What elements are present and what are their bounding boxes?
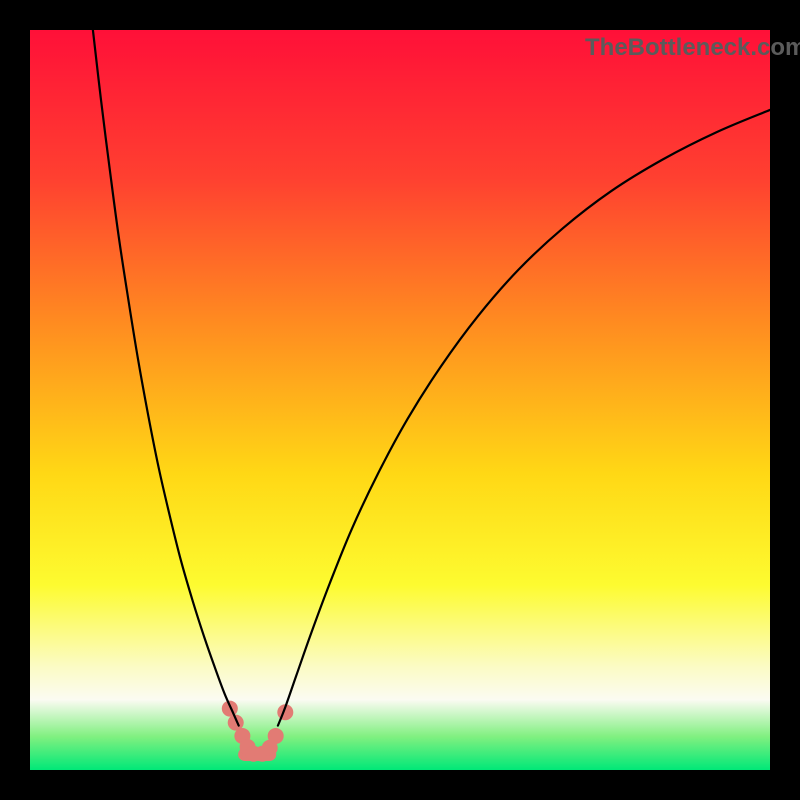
watermark-text: TheBottleneck.com	[585, 34, 800, 62]
chart-svg	[30, 30, 770, 770]
curve-left-arm	[93, 30, 239, 726]
valley-dot	[268, 728, 284, 744]
chart-frame: TheBottleneck.com	[0, 0, 800, 800]
curve-right-arm	[278, 110, 770, 726]
plot-area	[30, 30, 770, 770]
valley-dot	[222, 701, 238, 717]
